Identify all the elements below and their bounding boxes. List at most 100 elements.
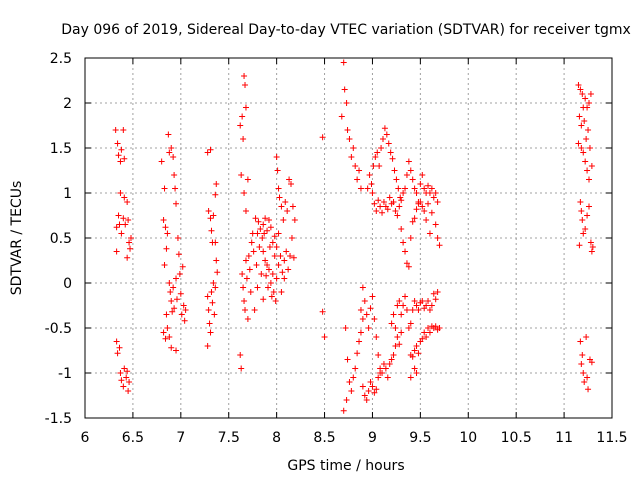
x-tick-label: 10	[459, 430, 477, 446]
data-point	[383, 131, 390, 138]
data-point	[273, 275, 280, 282]
data-point	[163, 245, 170, 252]
data-point	[432, 190, 439, 196]
y-tick-label: 1.5	[50, 141, 72, 157]
x-tick-label: 10.5	[501, 430, 532, 446]
data-point	[426, 307, 433, 313]
data-point	[257, 226, 264, 232]
data-point	[166, 334, 173, 340]
data-point	[263, 272, 270, 279]
data-point	[396, 298, 403, 304]
chart-title: Day 096 of 2019, Sidereal Day-to-day VTE…	[61, 22, 631, 38]
data-point	[176, 271, 183, 277]
data-point	[275, 230, 282, 237]
data-point	[240, 136, 247, 142]
data-point	[288, 235, 295, 241]
data-point	[407, 374, 414, 381]
data-point	[576, 113, 583, 120]
data-point	[421, 208, 428, 214]
axis-ticks: 6 6.5 7 7.5 8 8.5 9 9.5 10 10.5 11 11.52.521.510.50…	[45, 51, 628, 446]
x-tick-label: 8.5	[313, 430, 335, 446]
data-point	[434, 199, 441, 205]
data-point	[392, 325, 399, 331]
data-point	[382, 365, 389, 372]
data-point	[421, 185, 428, 192]
y-tick-label: 1	[63, 186, 72, 202]
data-point	[581, 379, 588, 385]
data-point	[359, 383, 366, 390]
data-point	[241, 190, 248, 196]
data-point	[160, 329, 167, 336]
data-point	[118, 377, 125, 384]
data-point	[373, 334, 380, 340]
data-point	[364, 185, 371, 192]
data-point	[242, 208, 249, 214]
y-tick-label: 2.5	[50, 51, 72, 67]
data-point	[425, 182, 432, 189]
data-point	[400, 239, 407, 246]
data-points	[112, 59, 596, 414]
data-point	[361, 392, 368, 399]
data-point	[354, 350, 361, 357]
data-point	[212, 284, 219, 291]
data-point	[589, 244, 596, 250]
data-point	[430, 290, 437, 297]
data-point	[208, 227, 215, 234]
data-point	[124, 254, 131, 261]
data-point	[376, 163, 383, 169]
data-point	[116, 221, 123, 228]
data-point	[242, 104, 249, 111]
gridlines	[85, 58, 612, 418]
data-point	[251, 307, 258, 313]
x-tick-label: 9.5	[409, 430, 431, 446]
data-point	[207, 329, 214, 336]
data-point	[168, 344, 175, 351]
data-point	[212, 239, 219, 246]
x-tick-label: 6.5	[122, 430, 144, 446]
data-point	[281, 257, 288, 264]
data-point	[426, 329, 433, 336]
data-point	[279, 269, 286, 276]
data-point	[394, 334, 401, 340]
data-point	[170, 154, 177, 160]
data-point	[271, 253, 278, 259]
data-point	[262, 215, 269, 222]
data-point	[269, 271, 276, 277]
data-point	[280, 217, 287, 223]
data-point	[342, 325, 349, 331]
data-point	[373, 386, 380, 393]
data-point	[113, 248, 120, 255]
data-point	[254, 230, 261, 237]
data-point	[587, 239, 594, 246]
data-point	[126, 379, 133, 385]
data-point	[430, 194, 437, 201]
data-point	[278, 289, 285, 295]
y-tick-label: 2	[63, 96, 72, 112]
data-point	[272, 298, 279, 304]
data-point	[400, 302, 407, 309]
data-point	[419, 203, 426, 210]
data-point	[168, 298, 175, 304]
x-tick-label: 7	[176, 430, 185, 446]
data-point	[319, 134, 326, 141]
data-point	[352, 365, 359, 372]
data-point	[356, 167, 363, 174]
data-point	[386, 194, 393, 201]
data-point	[274, 167, 281, 174]
data-point	[425, 325, 432, 331]
data-point	[350, 145, 357, 151]
data-point	[586, 145, 593, 151]
data-point	[344, 356, 351, 363]
data-point	[264, 227, 271, 234]
data-point	[121, 155, 128, 162]
data-point	[403, 260, 410, 267]
data-point	[321, 334, 328, 340]
data-point	[398, 329, 405, 336]
data-point	[178, 311, 185, 318]
data-point	[338, 113, 345, 120]
data-point	[394, 212, 401, 219]
data-point	[393, 176, 400, 183]
x-tick-label: 9	[368, 430, 377, 446]
data-point	[275, 262, 282, 268]
data-point	[583, 334, 590, 340]
